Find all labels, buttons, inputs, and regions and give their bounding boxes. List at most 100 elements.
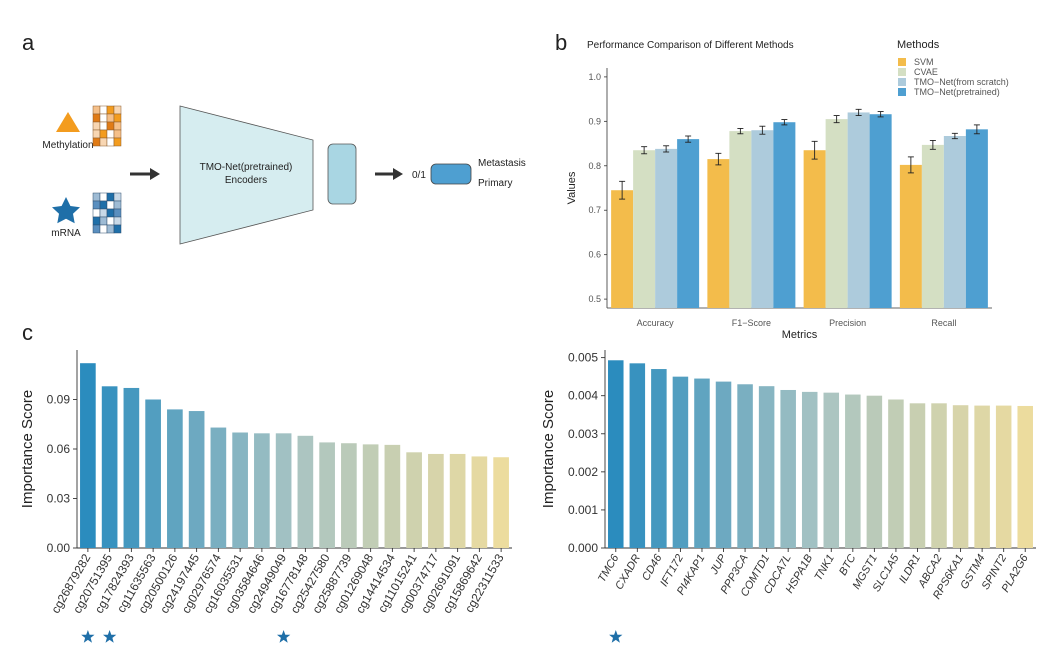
x-tick-label: TNK1 — [812, 553, 836, 583]
chart-performance: 0.5 0.6 0.7 0.8 0.9 1.0 Accuracy F1−Score Precis… — [566, 39, 1009, 341]
arrow-right-icon — [130, 168, 160, 180]
error-bar — [951, 132, 958, 140]
error-bar — [833, 115, 840, 124]
y-tick-label: 0.005 — [568, 351, 598, 365]
matrix-cell — [113, 216, 122, 226]
bar — [80, 363, 96, 548]
matrix-cell — [106, 121, 115, 131]
bar — [823, 392, 840, 548]
matrix-cell — [113, 200, 122, 210]
error-bar — [877, 111, 884, 118]
matrix-cell — [99, 121, 108, 131]
y-tick-label: 0.004 — [568, 389, 598, 403]
panel-label-b: b — [555, 30, 567, 55]
error-bar — [715, 152, 722, 166]
bar — [254, 433, 270, 548]
star-icon — [103, 630, 117, 643]
star-icon — [52, 197, 80, 224]
bar — [773, 122, 796, 308]
bar — [297, 435, 314, 548]
bar — [651, 369, 667, 548]
matrix-cell — [106, 192, 115, 202]
y-tick-label: 0.03 — [47, 492, 71, 506]
error-bar — [855, 108, 862, 117]
y-axis-title: Importance Score — [19, 390, 36, 508]
y-tick-label: 0.6 — [588, 250, 601, 260]
bar — [188, 411, 205, 548]
error-bar — [973, 124, 980, 135]
matrix-cell — [99, 224, 108, 234]
legend-swatch — [898, 58, 906, 66]
bar — [362, 444, 379, 548]
panel-label-c: c — [22, 320, 33, 345]
y-tick-label: 0.003 — [568, 427, 598, 441]
bar — [672, 376, 689, 548]
bar — [803, 150, 826, 308]
matrix-cell — [99, 129, 108, 139]
bar — [319, 442, 335, 548]
bar — [888, 399, 904, 548]
bar — [825, 119, 848, 308]
matrix-cell — [92, 137, 101, 147]
bar — [341, 443, 357, 548]
bar — [715, 381, 732, 548]
bar — [101, 386, 118, 548]
encoder-shape — [179, 105, 314, 245]
bar — [608, 360, 624, 548]
bar — [677, 139, 700, 308]
error-bar — [907, 156, 914, 174]
bar — [758, 386, 775, 548]
matrix-cell — [106, 105, 115, 115]
matrix-cell — [99, 137, 108, 147]
encoder-label-line1: TMO-Net(pretrained) — [200, 162, 293, 173]
chart-b-title: Performance Comparison of Different Meth… — [587, 40, 794, 51]
matrix-cell — [106, 113, 115, 123]
matrix-cell — [106, 137, 115, 147]
bar — [629, 363, 646, 548]
output-class-metastasis: Metastasis — [478, 158, 526, 169]
legend-item: CVAE — [898, 67, 938, 77]
error-bar — [759, 125, 766, 135]
bar — [655, 148, 678, 308]
matrix-cell — [99, 208, 108, 218]
mrna-matrix-icon — [92, 192, 122, 234]
y-tick-label: 0.7 — [588, 205, 601, 215]
matrix-cell — [92, 208, 101, 218]
chart-mrna-importance: 0.0000.0010.0020.0030.0040.005TMC6CXADRC… — [540, 350, 1036, 643]
bar — [921, 144, 944, 308]
error-bar — [663, 145, 670, 153]
matrix-cell — [92, 105, 101, 115]
bar — [471, 456, 488, 548]
bar — [737, 384, 753, 548]
legend-swatch — [898, 78, 906, 86]
matrix-cell — [113, 208, 122, 218]
matrix-cell — [106, 208, 115, 218]
x-tick-label: Recall — [931, 318, 956, 328]
matrix-cell — [113, 129, 122, 139]
bar — [869, 114, 892, 308]
latent-vector-box — [327, 143, 357, 205]
bar — [909, 403, 926, 548]
star-icon — [609, 630, 623, 643]
bar — [145, 399, 161, 548]
bar — [751, 130, 774, 308]
encoder-label-line2: Encoders — [225, 175, 267, 186]
bar — [694, 378, 710, 548]
arrow-right-icon — [375, 168, 403, 180]
matrix-cell — [92, 200, 101, 210]
bar — [384, 444, 401, 548]
matrix-cell — [92, 224, 101, 234]
bar — [943, 136, 966, 308]
bar — [995, 405, 1012, 548]
bar — [931, 403, 947, 548]
y-tick-label: 1.0 — [588, 72, 601, 82]
bar — [633, 150, 656, 308]
legend-label: CVAE — [914, 67, 938, 77]
bar — [780, 389, 796, 548]
legend-item: TMO−Net(pretrained) — [898, 87, 1000, 97]
matrix-cell — [99, 105, 108, 115]
error-bar — [929, 139, 936, 150]
x-tick-label: BTC — [837, 552, 858, 577]
matrix-cell — [113, 105, 122, 115]
